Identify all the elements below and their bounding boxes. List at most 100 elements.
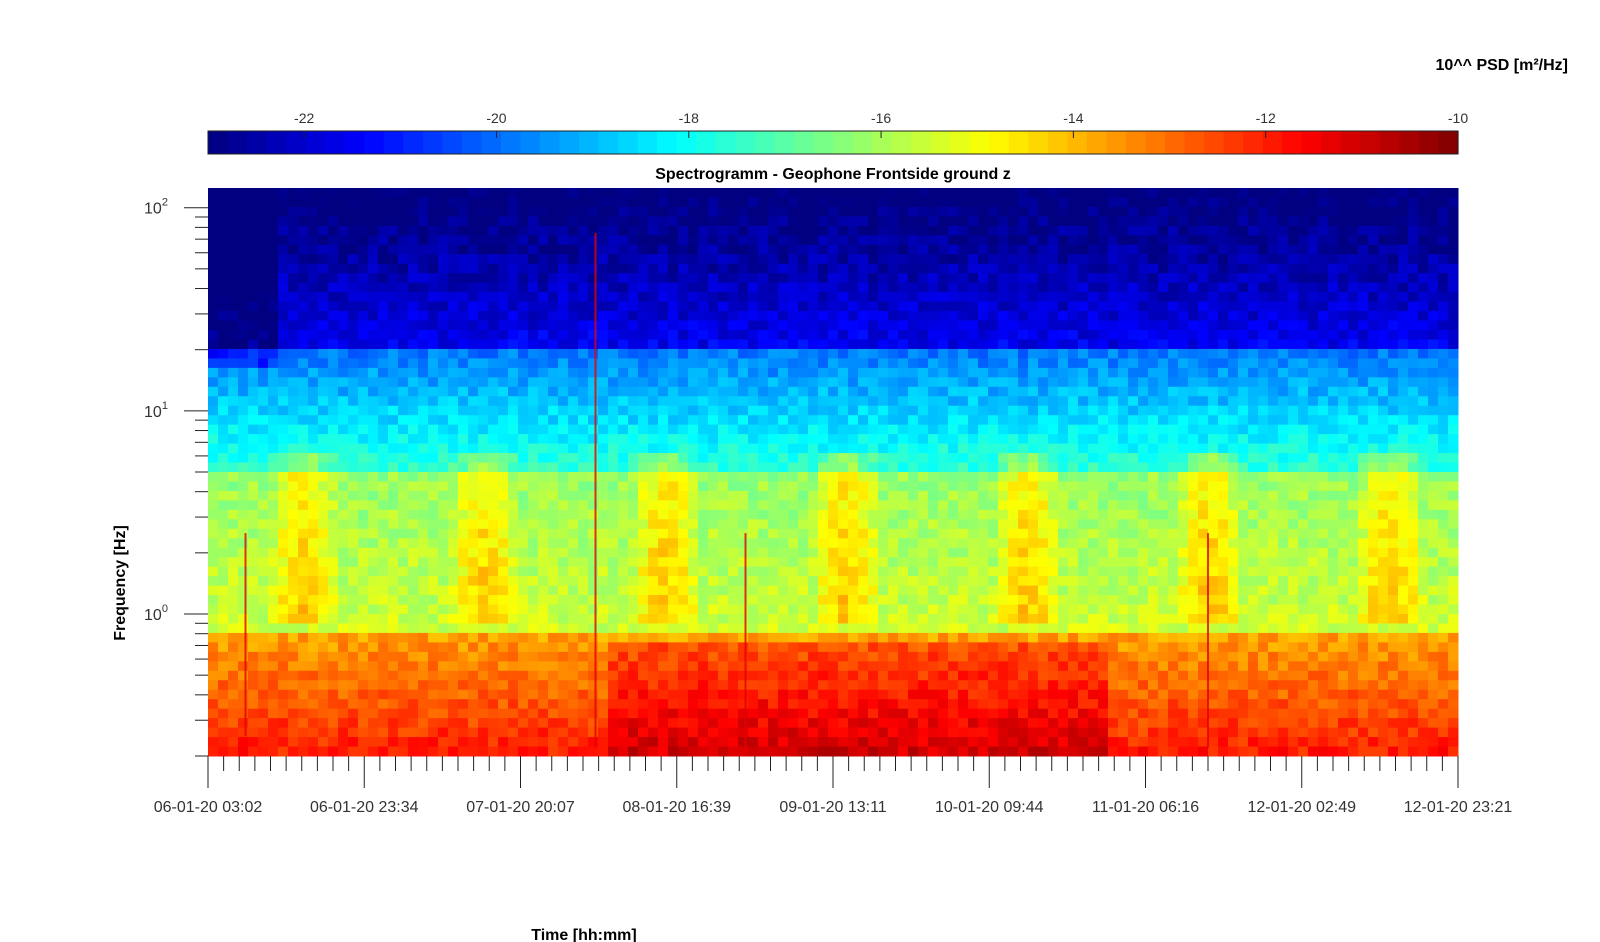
- spectrogram-cell: [1388, 490, 1399, 501]
- spectrogram-cell: [328, 292, 339, 303]
- spectrogram-cell: [518, 443, 529, 454]
- spectrogram-cell: [718, 424, 729, 435]
- spectrogram-cell: [1378, 481, 1389, 492]
- spectrogram-cell: [608, 547, 619, 558]
- spectrogram-cell: [758, 386, 769, 397]
- spectrogram-cell: [998, 244, 1009, 255]
- spectrogram-cell: [788, 367, 799, 378]
- spectrogram-cell: [1088, 263, 1099, 274]
- spectrogram-cell: [1038, 225, 1049, 236]
- spectrogram-cell: [538, 301, 549, 312]
- spectrogram-cell: [538, 396, 549, 407]
- spectrogram-cell: [678, 216, 689, 227]
- spectrogram-cell: [1268, 377, 1279, 388]
- spectrogram-cell: [1278, 244, 1289, 255]
- spectrogram-cell: [868, 509, 879, 520]
- spectrogram-cell: [798, 415, 809, 426]
- spectrogram-cell: [1388, 358, 1399, 369]
- spectrogram-cell: [788, 405, 799, 416]
- spectrogram-cell: [1298, 216, 1309, 227]
- spectrogram-cell: [548, 330, 559, 340]
- spectrogram-cell: [1028, 216, 1039, 227]
- spectrogram-plot: [208, 188, 1459, 757]
- spectrogram-cell: [948, 481, 959, 492]
- spectrogram-cell: [748, 235, 759, 246]
- spectrogram-cell: [1088, 301, 1099, 312]
- spectrogram-cell: [888, 263, 899, 274]
- spectrogram-cell: [528, 244, 539, 255]
- spectrogram-cell: [438, 509, 449, 520]
- spectrogram-cell: [578, 188, 589, 198]
- spectrogram-cell: [1268, 330, 1279, 340]
- spectrogram-cell: [318, 320, 329, 331]
- spectrogram-cell: [768, 538, 779, 549]
- spectrogram-cell: [898, 206, 909, 217]
- spectrogram-cell: [488, 462, 499, 473]
- spectrogram-cell: [978, 254, 989, 265]
- spectrogram-cell: [508, 538, 519, 549]
- spectrogram-cell: [1298, 443, 1309, 454]
- spectrogram-cell: [1278, 320, 1289, 331]
- spectrogram-cell: [808, 377, 819, 388]
- spectrogram-cell: [958, 339, 969, 350]
- spectrogram-cell: [708, 282, 719, 293]
- spectrogram-cell: [308, 424, 319, 435]
- spectrogram-cell: [628, 434, 639, 445]
- spectrogram-cell: [308, 282, 319, 293]
- spectrogram-cell: [218, 472, 229, 482]
- spectrogram-cell: [1318, 377, 1329, 388]
- spectrogram-cell: [618, 415, 629, 426]
- spectrogram-cell: [298, 396, 309, 407]
- spectrogram-cell: [638, 377, 649, 388]
- spectrogram-cell: [1208, 490, 1219, 501]
- spectrogram-cell: [1308, 538, 1319, 549]
- spectrogram-cell: [1158, 339, 1169, 350]
- spectrogram-cell: [768, 481, 779, 492]
- spectrogram-cell: [358, 443, 369, 454]
- spectrogram-cell: [428, 472, 439, 482]
- spectrogram-cell: [448, 358, 459, 369]
- spectrogram-cell: [698, 528, 709, 539]
- spectrogram-cell: [698, 443, 709, 454]
- spectrogram-cell: [598, 557, 609, 568]
- colorbar-swatch: [1047, 131, 1068, 154]
- spectrogram-cell: [478, 225, 489, 236]
- spectrogram-cell: [1178, 263, 1189, 274]
- spectrogram-cell: [998, 472, 1009, 482]
- spectrogram-cell: [1018, 481, 1029, 492]
- spectrogram-cell: [368, 348, 379, 359]
- spectrogram-cell: [918, 292, 929, 303]
- spectrogram-cell: [558, 358, 569, 369]
- colorbar-swatch: [540, 131, 561, 154]
- spectrogram-cell: [1378, 443, 1389, 454]
- spectrogram-cell: [518, 244, 529, 255]
- spectrogram-cell: [1448, 188, 1459, 198]
- spectrogram-cell: [1068, 216, 1079, 227]
- spectrogram-cell: [928, 216, 939, 227]
- spectrogram-cell: [1408, 472, 1419, 482]
- spectrogram-cell: [1098, 254, 1109, 265]
- spectrogram-cell: [308, 547, 319, 558]
- spectrogram-cell: [308, 557, 319, 568]
- spectrogram-cell: [958, 434, 969, 445]
- spectrogram-cell: [648, 472, 659, 482]
- spectrogram-cell: [1128, 481, 1139, 492]
- spectrogram-cell: [308, 472, 319, 482]
- spectrogram-cell: [1318, 462, 1329, 473]
- spectrogram-cell: [1258, 330, 1269, 340]
- spectrogram-cell: [478, 188, 489, 198]
- spectrogram-cell: [908, 244, 919, 255]
- spectrogram-cell: [618, 396, 629, 407]
- spectrogram-cell: [978, 330, 989, 340]
- spectrogram-cell: [1178, 320, 1189, 331]
- spectrogram-cell: [378, 386, 389, 397]
- spectrogram-cell: [1408, 330, 1419, 340]
- spectrogram-cell: [348, 206, 359, 217]
- spectrogram-cell: [338, 282, 349, 293]
- spectrogram-cell: [768, 301, 779, 312]
- spectrogram-cell: [748, 424, 759, 435]
- spectrogram-cell: [368, 424, 379, 435]
- spectrogram-cell: [658, 206, 669, 217]
- spectrogram-cell: [1298, 358, 1309, 369]
- spectrogram-cell: [488, 235, 499, 246]
